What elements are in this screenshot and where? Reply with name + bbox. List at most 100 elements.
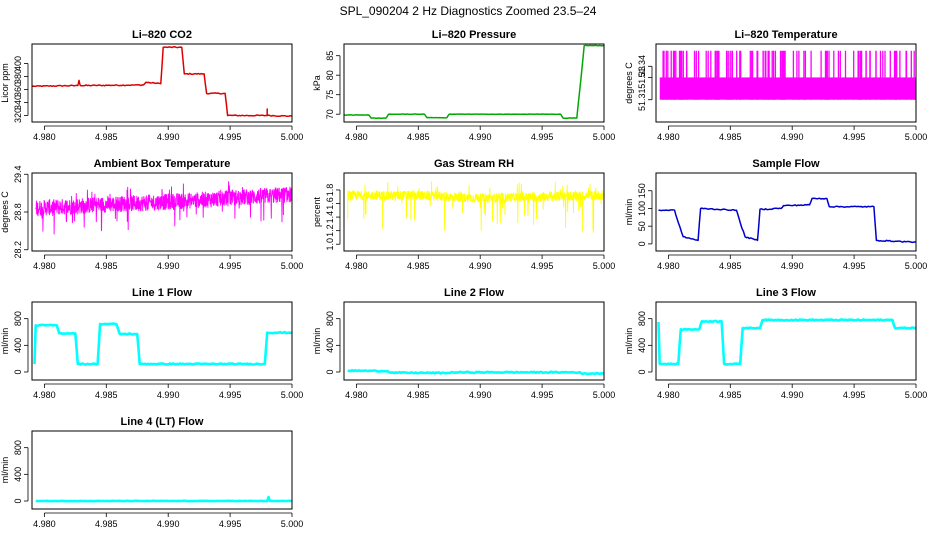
plot-frame	[655, 301, 917, 381]
x-tick-label: 4.995	[219, 519, 242, 529]
y-tick-label: 800	[13, 440, 23, 455]
y-axis-label: ml/min	[624, 199, 634, 226]
y-tick-label: 360	[13, 82, 23, 97]
plot-frame	[655, 43, 917, 123]
x-tick-label: 4.980	[657, 261, 680, 271]
x-tick-label: 5.000	[593, 261, 616, 271]
temperature-band	[659, 77, 916, 100]
figure-title: SPL_090204 2 Hz Diagnostics Zoomed 23.5–…	[340, 4, 597, 18]
x-tick-label: 4.990	[157, 519, 180, 529]
x-tick-label: 4.995	[219, 261, 242, 271]
noisy-trace	[347, 181, 604, 233]
y-axis-label: ml/min	[312, 328, 322, 355]
panel-title: Li–820 Temperature	[734, 29, 837, 41]
panel-sample: Sample Flow 4.980 4.985 4.990 4.995 5.000 0 50 1…	[624, 158, 927, 271]
x-tick-label: 4.995	[531, 132, 554, 142]
plot-frame	[31, 172, 293, 252]
x-tick-label: 4.990	[469, 390, 492, 400]
series-li_temp	[659, 50, 916, 100]
series-line3	[657, 318, 916, 366]
y-tick-label: 75	[325, 90, 335, 100]
panel-line4: Line 4 (LT) Flow 4.980 4.985 4.990 4.995 5.00…	[0, 416, 303, 529]
x-tick-label: 5.000	[593, 132, 616, 142]
y-tick-label: 320	[13, 108, 23, 123]
x-tick-label: 4.980	[345, 390, 368, 400]
y-tick-label: 0	[637, 241, 647, 246]
x-tick-label: 4.995	[843, 390, 866, 400]
panel-li_temp: Li–820 Temperature 4.980 4.985 4.990 4.995 5.…	[624, 29, 927, 142]
x-tick-label: 4.985	[407, 390, 430, 400]
y-tick-label: 28.2	[13, 241, 23, 259]
series-rh	[347, 181, 604, 233]
y-tick-label: 1.8	[325, 184, 335, 197]
y-tick-label: 800	[637, 311, 647, 326]
panel-title: Line 2 Flow	[444, 287, 504, 299]
plot-frame	[343, 172, 605, 252]
panel-line2: Line 2 Flow 4.980 4.985 4.990 4.995 5.000 0 400…	[312, 287, 615, 400]
y-tick-label: 1.2	[325, 224, 335, 237]
y-tick-label: 51.33	[637, 66, 647, 89]
x-tick-label: 4.980	[657, 390, 680, 400]
plot-frame	[31, 43, 293, 123]
panel-title: Sample Flow	[752, 158, 820, 170]
x-tick-label: 5.000	[905, 261, 928, 271]
x-tick-label: 4.995	[843, 132, 866, 142]
x-tick-label: 5.000	[593, 390, 616, 400]
x-tick-label: 4.990	[157, 132, 180, 142]
series-line4	[35, 495, 292, 503]
panel-pressure: Li–820 Pressure 4.980 4.985 4.990 4.995 5.000…	[312, 29, 615, 142]
x-tick-label: 4.985	[719, 132, 742, 142]
y-axis-label: ml/min	[0, 328, 10, 355]
y-tick-label: 1.0	[325, 238, 335, 251]
x-tick-label: 4.990	[157, 261, 180, 271]
series-line1	[33, 322, 292, 366]
x-tick-label: 4.990	[469, 261, 492, 271]
panel-title: Line 4 (LT) Flow	[121, 416, 204, 428]
series-ambient	[35, 181, 292, 235]
x-tick-label: 4.990	[157, 390, 180, 400]
trace-line2	[347, 368, 604, 376]
y-axis-label: ml/min	[0, 457, 10, 484]
x-tick-label: 4.980	[345, 132, 368, 142]
x-tick-label: 5.000	[281, 261, 304, 271]
noisy-trace	[35, 181, 292, 235]
y-tick-label: 1.4	[325, 211, 335, 224]
plot-frame	[343, 301, 605, 381]
x-tick-label: 4.985	[407, 132, 430, 142]
y-axis-label: ml/min	[624, 328, 634, 355]
panel-title: Li–820 Pressure	[432, 29, 516, 41]
x-tick-label: 5.000	[905, 390, 928, 400]
trace-line4	[35, 495, 292, 503]
x-tick-label: 4.985	[95, 519, 118, 529]
trace-line1	[33, 322, 292, 366]
y-tick-label: 80	[325, 70, 335, 80]
y-tick-label: 100	[637, 201, 647, 216]
trace-sample	[658, 197, 916, 244]
y-axis-label: degrees C	[0, 191, 10, 233]
x-tick-label: 5.000	[281, 519, 304, 529]
y-tick-label: 0	[13, 369, 23, 374]
plot-frame	[31, 301, 293, 381]
y-tick-label: 85	[325, 51, 335, 61]
y-tick-label: 1.6	[325, 197, 335, 210]
series-line2	[347, 368, 604, 376]
y-tick-label: 400	[325, 338, 335, 353]
y-tick-label: 0	[637, 369, 647, 374]
x-tick-label: 4.985	[719, 390, 742, 400]
x-tick-label: 5.000	[905, 132, 928, 142]
panel-line3: Line 3 Flow 4.980 4.985 4.990 4.995 5.000 0 400…	[624, 287, 927, 400]
x-tick-label: 4.995	[219, 132, 242, 142]
plot-frame	[655, 172, 917, 252]
series-pressure	[344, 44, 604, 120]
trace-pressure	[344, 44, 604, 120]
y-tick-label: 28.8	[13, 203, 23, 221]
y-tick-label: 70	[325, 109, 335, 119]
y-tick-label: 340	[13, 95, 23, 110]
x-tick-label: 5.000	[281, 132, 304, 142]
y-tick-label: 50	[637, 221, 647, 231]
y-tick-label: 400	[637, 338, 647, 353]
x-tick-label: 4.995	[219, 390, 242, 400]
x-tick-label: 4.980	[33, 132, 56, 142]
series-co2	[32, 45, 292, 118]
trace-co2	[32, 45, 292, 118]
